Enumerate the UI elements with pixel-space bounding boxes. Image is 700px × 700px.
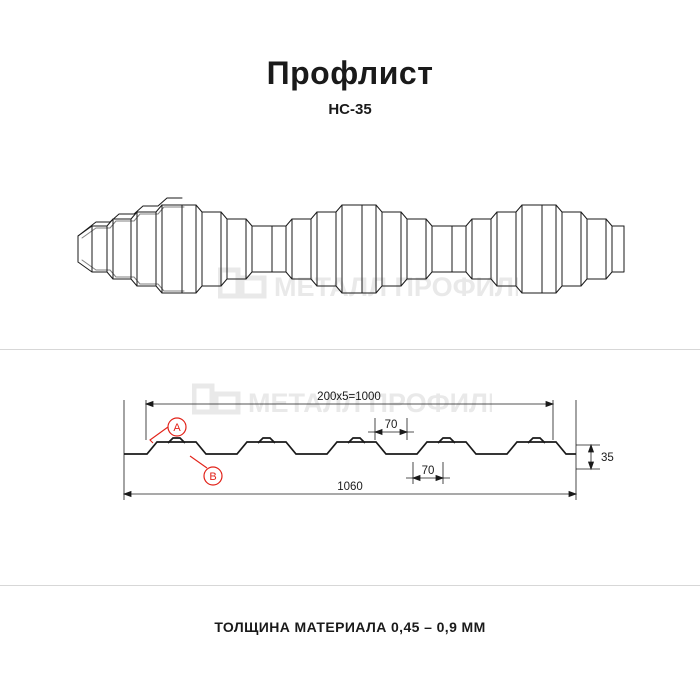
dimension-rib-bottom-line [406,474,450,482]
callout-b-label: B [209,471,216,483]
profile-model-label: НС-35 [328,101,372,118]
profile-section-path [124,441,576,455]
dimension-rib-bottom-label: 70 [422,465,435,477]
callout-a-leader [149,426,169,444]
callout-b-circle [203,466,223,486]
dimension-overall-line [122,490,578,498]
dimension-rib-top-label: 70 [385,419,398,431]
callout-b-leader [189,455,208,469]
page-title: Профлист [266,55,434,91]
dimension-pitch-line [144,400,555,408]
dimension-rib-top-line [368,428,414,436]
dimension-overall-label: 1060 [337,481,363,493]
divider-top [0,349,700,350]
dimension-pitch-label: 200x5=1000 [317,391,381,403]
dimension-height-label: 35 [601,452,614,464]
callout-a-label: A [173,422,181,434]
divider-bottom [0,585,700,586]
profile-section-valley-detail [167,437,546,444]
callout-a-group: A [149,417,187,444]
material-thickness-note: ТОЛЩИНА МАТЕРИАЛА 0,45 – 0,9 ММ [214,619,486,635]
dimension-height-line [587,443,595,471]
callout-b-group: B [189,455,223,486]
